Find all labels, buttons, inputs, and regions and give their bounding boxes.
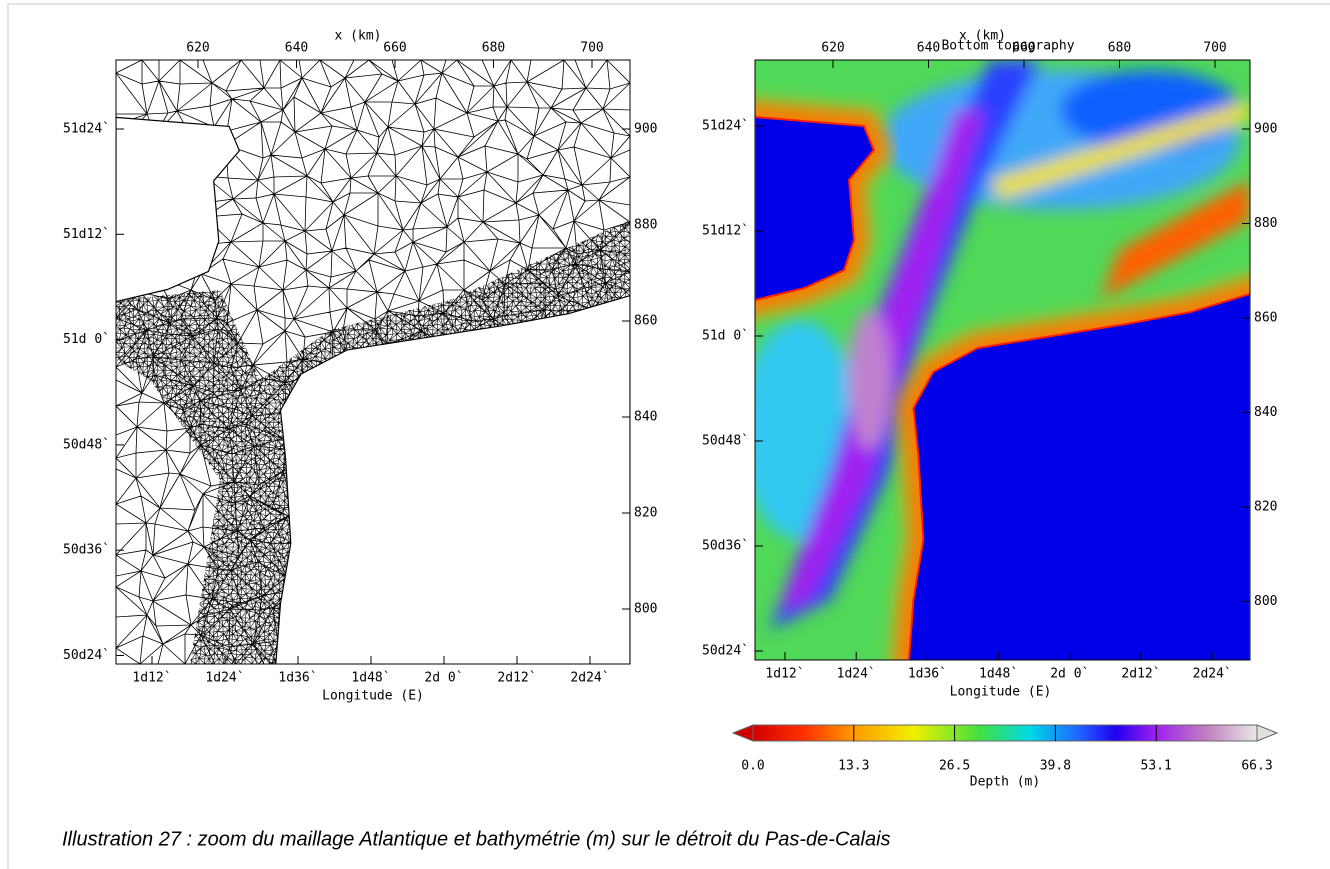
land: [275, 294, 630, 664]
tick-label: 840: [634, 410, 657, 425]
tick-label: 51d 0`: [702, 329, 749, 344]
tick-label: 50d48`: [702, 434, 749, 449]
tick-label: 640: [917, 41, 940, 56]
tick-label: 840: [1254, 405, 1277, 420]
mesh: [116, 60, 630, 664]
land: [116, 116, 241, 303]
colorbar-label: 26.5: [939, 759, 970, 774]
land: [907, 292, 1250, 660]
tick-label: 660: [383, 41, 406, 56]
axis-title: x (km): [335, 29, 382, 44]
tick-label: 860: [634, 314, 657, 329]
panel-title: Bottom topography: [941, 39, 1074, 54]
tick-label: 51d12`: [63, 227, 110, 242]
colorbar-title: Depth (m): [970, 775, 1040, 790]
tick-label: 2d 0`: [424, 671, 463, 686]
tick-label: 620: [186, 41, 209, 56]
tick-label: 2d24`: [570, 671, 609, 686]
tick-label: 2d12`: [497, 671, 536, 686]
tick-label: 800: [1254, 594, 1277, 609]
tick-label: 820: [634, 506, 657, 521]
colorbar-label: 39.8: [1040, 759, 1071, 774]
tick-label: 1d36`: [278, 671, 317, 686]
colorbar-label: 53.1: [1141, 759, 1172, 774]
tick-label: 2d24`: [1193, 667, 1232, 682]
tick-label: 660: [1012, 41, 1035, 56]
caption: Illustration 27 : zoom du maillage Atlan…: [62, 828, 891, 850]
tick-label: 700: [580, 41, 603, 56]
tick-label: 50d24`: [702, 644, 749, 659]
tick-label: 680: [482, 41, 505, 56]
tick-label: 2d 0`: [1050, 667, 1089, 682]
tick-label: 1d12`: [765, 667, 804, 682]
colorbar: [731, 724, 1279, 742]
tick-label: 900: [634, 122, 657, 137]
tick-label: 880: [1254, 216, 1277, 231]
tick-label: 51d 0`: [63, 332, 110, 347]
tick-label: 880: [634, 218, 657, 233]
tick-label: 680: [1108, 41, 1131, 56]
tick-label: 1d48`: [351, 671, 390, 686]
plot-frame: [754, 59, 1251, 661]
colorbar-label: 0.0: [741, 759, 764, 774]
bathymetry-map: [755, 60, 1250, 660]
colorbar-label: 66.3: [1241, 759, 1272, 774]
tick-label: 800: [634, 602, 657, 617]
colorbar-label: 13.3: [838, 759, 869, 774]
plot-frame: [115, 59, 631, 665]
tick-label: 1d24`: [205, 671, 244, 686]
tick-label: 2d12`: [1121, 667, 1160, 682]
tick-label: 620: [821, 41, 844, 56]
tick-label: 820: [1254, 500, 1277, 515]
tick-label: 700: [1203, 41, 1226, 56]
tick-label: 51d24`: [702, 119, 749, 134]
tick-label: 1d12`: [132, 671, 171, 686]
tick-label: 50d24`: [63, 648, 110, 663]
tick-label: 1d48`: [979, 667, 1018, 682]
tick-label: 1d24`: [837, 667, 876, 682]
tick-label: 1d36`: [908, 667, 947, 682]
axis-title: Longitude (E): [950, 685, 1052, 700]
tick-label: 640: [285, 41, 308, 56]
axis-title: Longitude (E): [322, 689, 424, 704]
axis-title: x (km): [959, 29, 1006, 44]
page-frame: [7, 3, 1330, 869]
tick-label: 51d24`: [63, 122, 110, 137]
tick-label: 900: [1254, 122, 1277, 137]
land: [755, 115, 875, 302]
tick-label: 50d36`: [702, 539, 749, 554]
tick-label: 50d36`: [63, 543, 110, 558]
tick-label: 51d12`: [702, 224, 749, 239]
tick-label: 50d48`: [63, 437, 110, 452]
tick-label: 860: [1254, 311, 1277, 326]
